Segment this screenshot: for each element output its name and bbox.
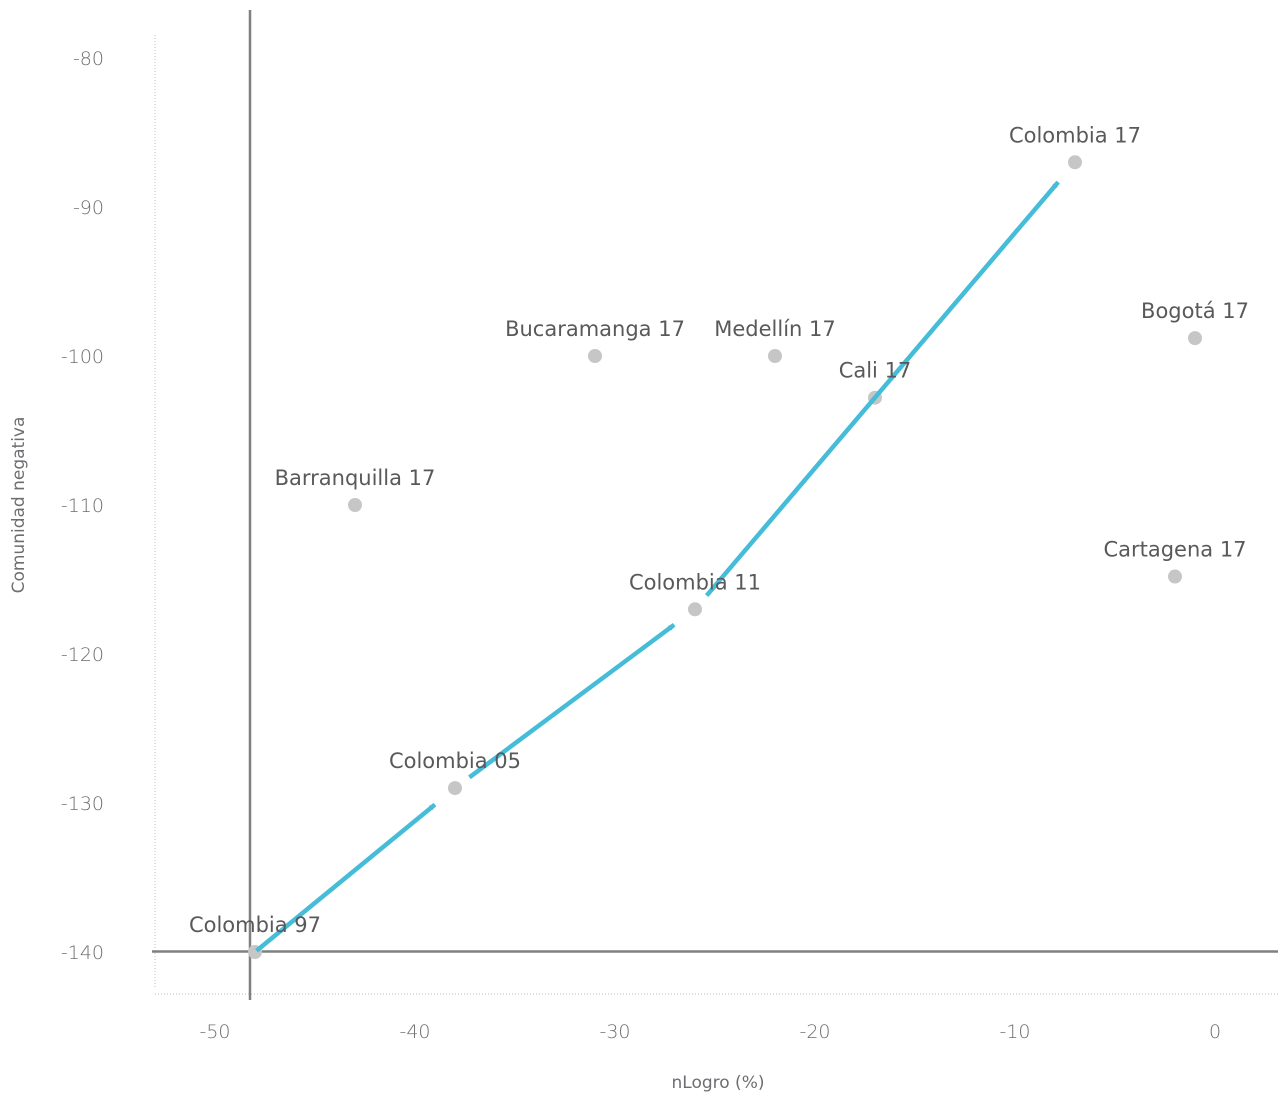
point-label: Bucaramanga 17: [505, 317, 685, 341]
data-point: [768, 349, 782, 363]
data-point: [1188, 331, 1202, 346]
point-label: Colombia 05: [389, 749, 521, 773]
point-label: Cartagena 17: [1103, 538, 1246, 562]
tick-labels: -50 -40 -30 -20 -10 0-80-90-100-110-120-130-1…: [61, 48, 1221, 1043]
x-tick-label: -40: [399, 1021, 430, 1043]
x-tick-label: -10: [999, 1021, 1030, 1043]
x-tick-label: 0: [1209, 1021, 1221, 1043]
data-point: [1168, 569, 1182, 584]
y-tick-label: -90: [73, 197, 104, 219]
data-point: [348, 498, 362, 512]
y-axis-title: Comunidad negativa: [9, 417, 29, 594]
point-labels: Colombia 97 Colombia 05 Colombia 11 Colombi…: [189, 123, 1249, 937]
point-label: Colombia 11: [629, 570, 761, 594]
trajectory-arrow: [468, 623, 676, 780]
trajectory-arrow: [255, 802, 437, 953]
trajectory-arrows: [255, 180, 1060, 953]
x-tick-label: -50: [199, 1021, 230, 1043]
data-point: [1068, 155, 1082, 170]
point-label: Medellín 17: [714, 317, 836, 341]
axes: [154, 35, 1278, 995]
y-tick-label: -100: [61, 346, 104, 368]
point-label: Bogotá 17: [1141, 299, 1249, 323]
y-tick-label: -110: [61, 495, 104, 517]
x-tick-label: -20: [799, 1021, 830, 1043]
point-label: Colombia 97: [189, 913, 321, 937]
y-tick-label: -140: [61, 942, 104, 964]
data-point: [688, 602, 702, 617]
data-points: [248, 155, 1202, 959]
point-label: Barranquilla 17: [275, 466, 436, 490]
point-label: Cali 17: [839, 359, 912, 383]
x-tick-label: -30: [599, 1021, 630, 1043]
x-axis-title: nLogro (%): [672, 1073, 765, 1093]
trajectory-arrow: [704, 180, 1060, 598]
y-tick-label: -130: [61, 793, 104, 815]
y-tick-label: -120: [61, 644, 104, 666]
reference-lines: [152, 10, 1278, 1000]
data-point: [588, 349, 602, 363]
y-tick-label: -80: [73, 48, 104, 70]
data-point: [448, 781, 462, 796]
point-label: Colombia 17: [1009, 123, 1141, 147]
